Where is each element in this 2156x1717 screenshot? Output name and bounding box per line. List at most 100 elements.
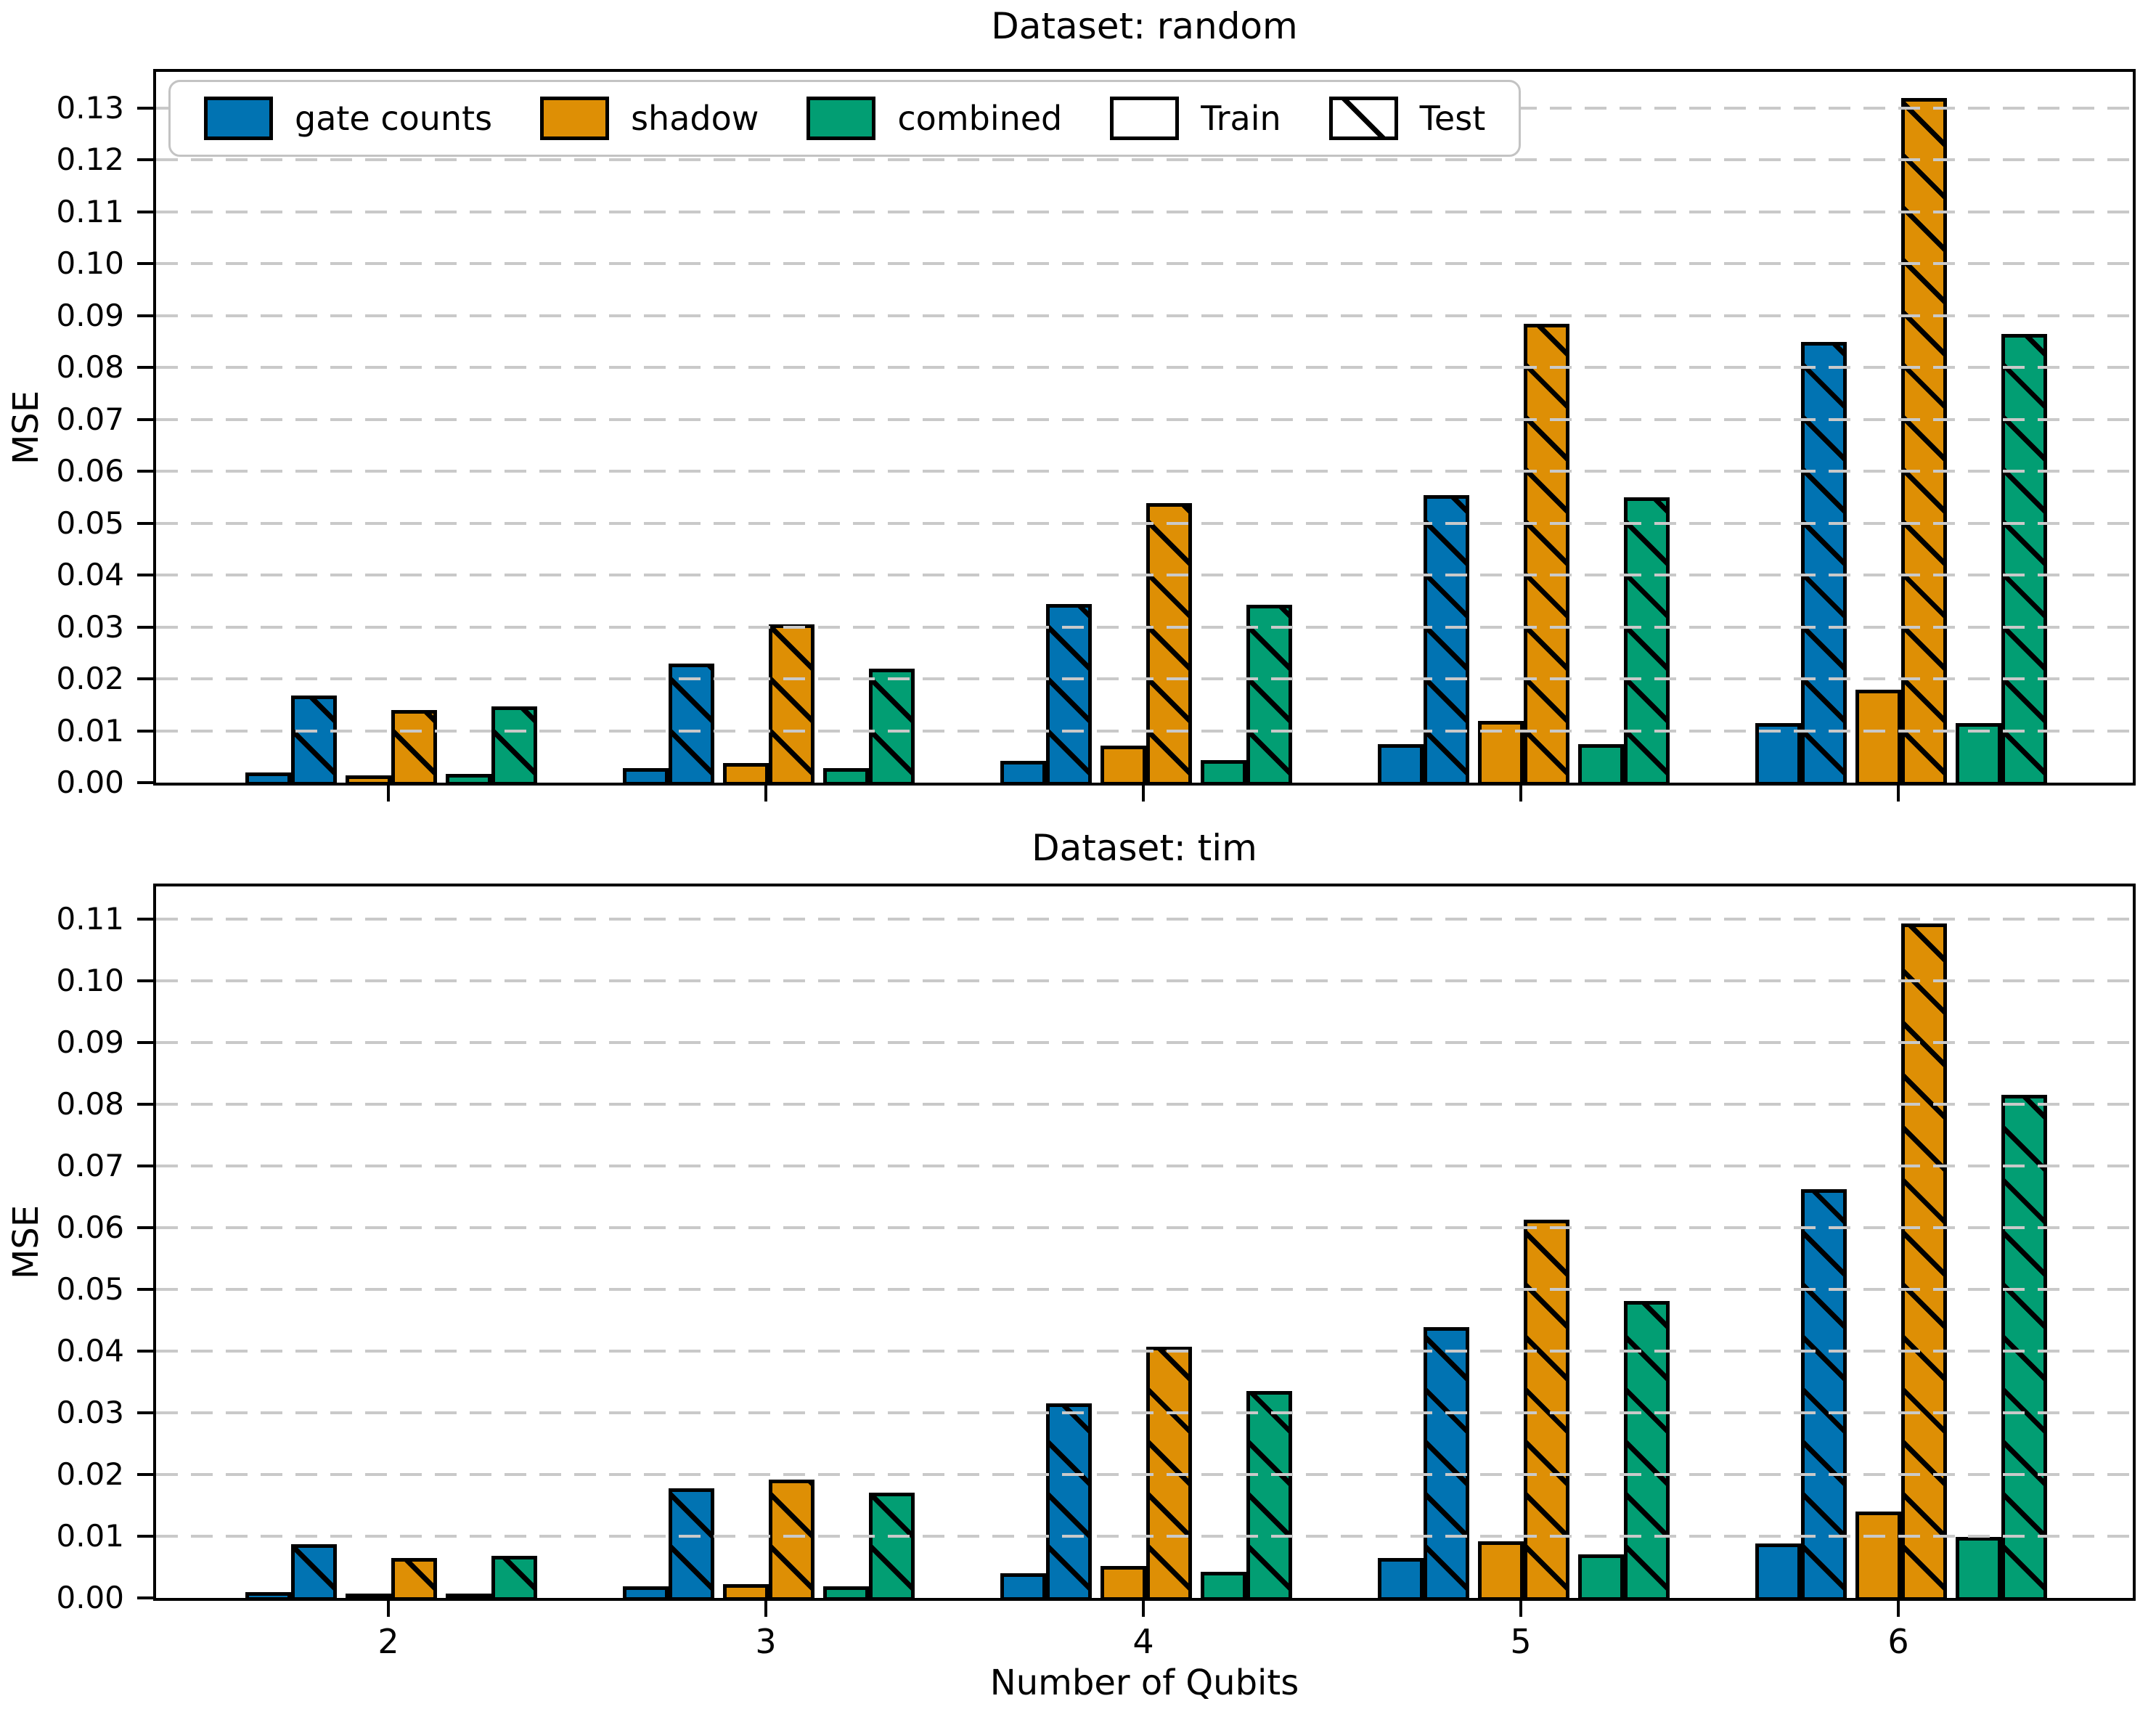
x-tick-mark xyxy=(1142,1601,1145,1617)
bar-combined-test-q3 xyxy=(869,669,915,786)
plot-area-tim xyxy=(153,884,2136,1601)
y-tick-label: 0.05 xyxy=(56,505,124,541)
y-tick-label: 0.02 xyxy=(56,1456,124,1492)
bar-shadow-train-q2 xyxy=(346,775,391,786)
legend-item-gate-counts: gate counts xyxy=(204,97,492,140)
y-tick-mark xyxy=(137,626,153,629)
gridline xyxy=(156,979,2133,982)
y-tick-label: 0.07 xyxy=(56,1148,124,1183)
legend-label: Test xyxy=(1419,99,1486,138)
bar-gate-counts-test-q5 xyxy=(1424,1327,1469,1601)
y-tick-label: 0.05 xyxy=(56,1271,124,1307)
bar-shadow-test-q6 xyxy=(1901,923,1947,1601)
panel-tim-title: Dataset: tim xyxy=(1032,827,1257,869)
bar-gate-counts-test-q4 xyxy=(1046,604,1092,786)
y-tick-label: 0.10 xyxy=(56,245,124,281)
bar-combined-test-q4 xyxy=(1246,605,1292,786)
y-tick-mark xyxy=(137,1535,153,1538)
legend-swatch-combined-icon xyxy=(807,97,876,140)
bar-combined-train-q3 xyxy=(823,768,869,786)
gridline xyxy=(156,574,2133,576)
bar-shadow-test-q3 xyxy=(769,624,814,786)
gridline xyxy=(156,262,2133,265)
y-tick-mark xyxy=(137,262,153,265)
bar-shadow-train-q6 xyxy=(1855,1512,1901,1601)
gridline xyxy=(156,1350,2133,1353)
y-tick-mark xyxy=(137,418,153,421)
y-tick-label: 0.07 xyxy=(56,401,124,437)
gridline xyxy=(156,1226,2133,1229)
bar-combined-train-q5 xyxy=(1578,744,1624,786)
bar-gate-counts-train-q4 xyxy=(1000,1573,1046,1601)
bar-combined-test-q3 xyxy=(869,1493,915,1601)
y-tick-label: 0.08 xyxy=(56,349,124,385)
gridline xyxy=(156,470,2133,473)
gridline xyxy=(156,626,2133,629)
x-tick-label: 5 xyxy=(1510,1622,1532,1661)
bar-gate-counts-test-q4 xyxy=(1046,1403,1092,1601)
x-axis-label: Number of Qubits xyxy=(989,1663,1299,1703)
y-tick-label: 0.01 xyxy=(56,713,124,749)
gridline xyxy=(156,677,2133,680)
gridline xyxy=(156,366,2133,369)
y-tick-mark xyxy=(137,1165,153,1167)
legend-item-train: Train xyxy=(1110,97,1281,140)
gridline xyxy=(156,211,2133,213)
bar-combined-train-q2 xyxy=(446,774,491,786)
legend-item-test: Test xyxy=(1328,97,1486,140)
plot-area-random xyxy=(153,69,2136,786)
y-tick-mark xyxy=(137,1350,153,1353)
gridline xyxy=(156,418,2133,421)
bar-shadow-train-q6 xyxy=(1855,690,1901,786)
y-tick-label: 0.04 xyxy=(56,557,124,592)
legend-label: gate counts xyxy=(295,99,493,138)
legend-item-shadow: shadow xyxy=(540,97,759,140)
y-tick-mark xyxy=(137,366,153,369)
bar-combined-test-q2 xyxy=(491,706,537,786)
bar-combined-train-q6 xyxy=(1956,1537,2001,1601)
y-tick-mark xyxy=(137,158,153,161)
bar-gate-counts-test-q2 xyxy=(291,1544,337,1601)
y-tick-label: 0.09 xyxy=(56,1024,124,1060)
y-tick-label: 0.00 xyxy=(56,764,124,800)
bar-shadow-test-q5 xyxy=(1524,1220,1569,1601)
gridline xyxy=(156,158,2133,161)
bar-shadow-test-q2 xyxy=(391,710,437,786)
y-tick-label: 0.08 xyxy=(56,1086,124,1122)
bar-shadow-test-q2 xyxy=(391,1558,437,1601)
y-tick-label: 0.06 xyxy=(56,1210,124,1245)
bar-gate-counts-train-q3 xyxy=(623,768,669,786)
y-tick-mark xyxy=(137,1596,153,1599)
bar-gate-counts-train-q4 xyxy=(1000,761,1046,786)
bar-gate-counts-train-q3 xyxy=(623,1586,669,1601)
gridline xyxy=(156,1288,2133,1291)
y-tick-mark xyxy=(137,314,153,317)
y-tick-mark xyxy=(137,1041,153,1044)
gridline xyxy=(156,730,2133,733)
legend-swatch-gate-counts-icon xyxy=(204,97,273,140)
y-tick-mark xyxy=(137,470,153,473)
y-tick-label: 0.04 xyxy=(56,1333,124,1369)
y-tick-label: 0.13 xyxy=(56,90,124,126)
bar-shadow-train-q2 xyxy=(346,1594,391,1601)
y-tick-label: 0.03 xyxy=(56,609,124,645)
x-tick-label: 2 xyxy=(377,1622,399,1661)
bar-combined-train-q4 xyxy=(1201,1572,1246,1601)
bar-shadow-test-q5 xyxy=(1524,324,1569,786)
bar-shadow-train-q4 xyxy=(1101,1566,1146,1601)
legend-item-combined: combined xyxy=(807,97,1062,140)
gridline xyxy=(156,918,2133,921)
bar-combined-train-q2 xyxy=(446,1594,491,1601)
gridline xyxy=(156,1411,2133,1414)
bar-shadow-train-q5 xyxy=(1478,1541,1524,1601)
y-tick-mark xyxy=(137,781,153,784)
x-tick-mark xyxy=(764,786,767,802)
bar-shadow-train-q3 xyxy=(723,763,769,786)
gridline xyxy=(156,522,2133,525)
y-tick-label: 0.10 xyxy=(56,963,124,998)
x-tick-mark xyxy=(387,1601,390,1617)
bar-gate-counts-test-q2 xyxy=(291,696,337,786)
bar-shadow-test-q3 xyxy=(769,1480,814,1601)
y-tick-mark xyxy=(137,1103,153,1106)
